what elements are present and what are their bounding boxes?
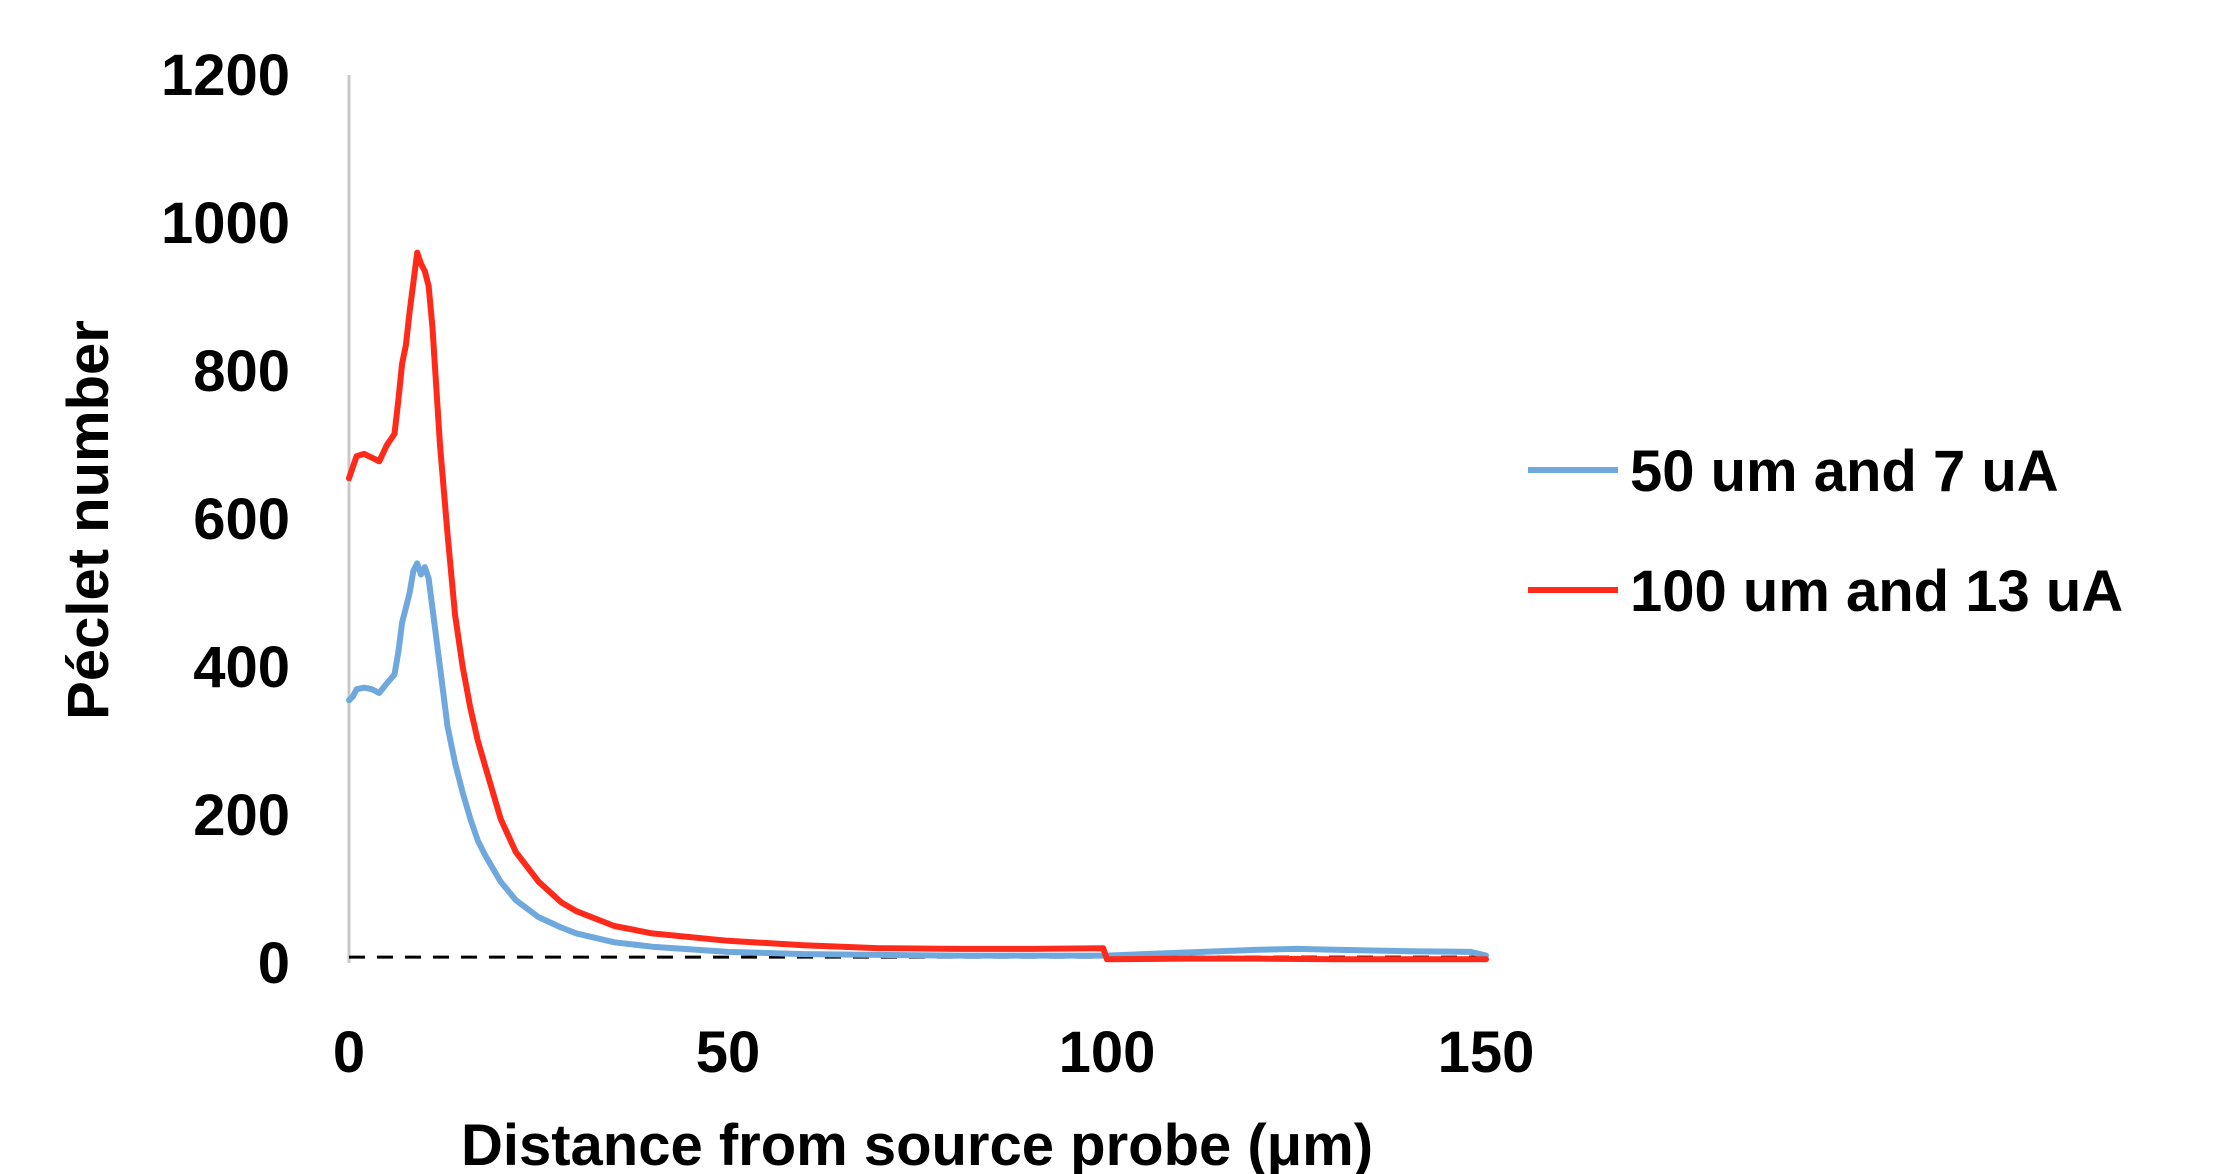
y-tick-label: 400 <box>193 635 290 700</box>
series-line-1 <box>346 560 1489 959</box>
x-tick-label: 50 <box>696 1020 761 1085</box>
x-tick-labels: 0 50 100 150 <box>333 1020 1535 1085</box>
x-tick-label: 0 <box>333 1020 365 1085</box>
x-axis-title: Distance from source probe (μm) <box>461 1113 1373 1174</box>
legend-label: 100 um and 13 uA <box>1630 559 2123 624</box>
series-line-2 <box>346 249 1489 963</box>
x-tick-label: 100 <box>1059 1020 1156 1085</box>
y-tick-label: 0 <box>258 931 290 996</box>
legend-item: 50 um and 7 uA <box>1528 439 2059 504</box>
legend-label: 50 um and 7 uA <box>1630 439 2059 504</box>
y-tick-label: 600 <box>193 487 290 552</box>
series-group <box>346 249 1489 963</box>
y-tick-label: 1200 <box>161 43 290 108</box>
legend-item: 100 um and 13 uA <box>1528 559 2123 624</box>
y-tick-labels: 0 200 400 600 800 1000 1200 <box>161 43 290 996</box>
legend: 50 um and 7 uA 100 um and 13 uA <box>1528 439 2123 624</box>
x-tick-label: 150 <box>1438 1020 1535 1085</box>
y-tick-label: 1000 <box>161 191 290 256</box>
y-tick-label: 800 <box>193 339 290 404</box>
y-axis-title: Péclet number <box>56 320 121 720</box>
plot-area <box>346 75 1489 963</box>
y-tick-label: 200 <box>193 783 290 848</box>
